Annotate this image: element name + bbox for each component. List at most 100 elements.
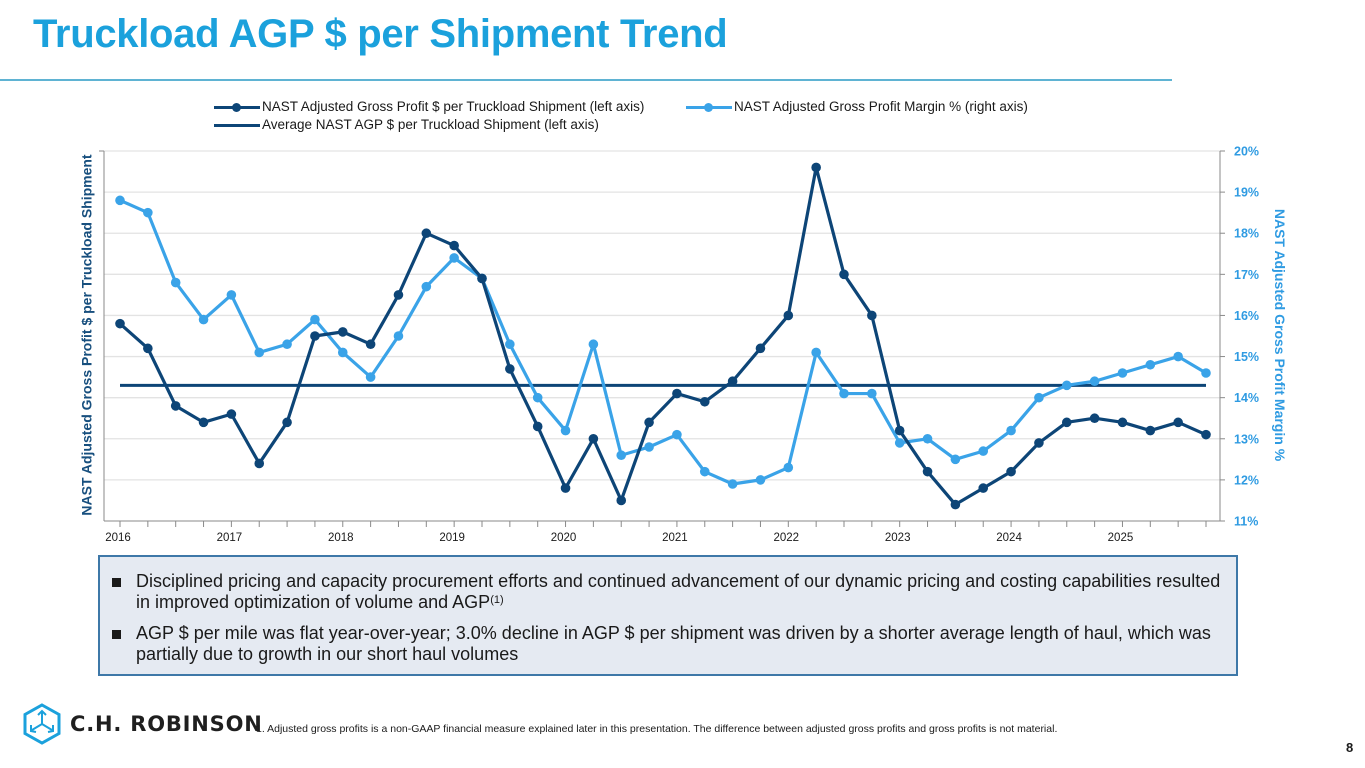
margin-pct-point bbox=[894, 438, 905, 448]
agp-per-shipment-point bbox=[337, 327, 348, 337]
legend-item-average: Average NAST AGP $ per Truckload Shipmen… bbox=[214, 117, 599, 132]
agp-per-shipment-point bbox=[310, 331, 320, 341]
margin-pct-point bbox=[922, 433, 933, 444]
margin-pct-point bbox=[505, 339, 515, 350]
margin-pct-point bbox=[1006, 425, 1016, 436]
commentary-bullet: Disciplined pricing and capacity procure… bbox=[112, 571, 1236, 613]
margin-pct-point bbox=[1201, 368, 1211, 378]
agp-per-shipment-point bbox=[699, 396, 710, 407]
legend-swatch-dark-line-marker bbox=[214, 100, 260, 114]
ch-robinson-cube-icon bbox=[23, 703, 61, 745]
agp-per-shipment-point bbox=[588, 433, 599, 444]
y-axis-right-title: NAST Adjusted Gross Profit Margin % bbox=[1255, 150, 1305, 520]
margin-pct-point bbox=[198, 314, 209, 325]
margin-pct-point bbox=[310, 314, 320, 325]
margin-pct-point bbox=[393, 331, 404, 341]
agp-per-shipment-point bbox=[727, 376, 738, 387]
margin-pct-point bbox=[727, 479, 738, 489]
y-axis-right-tick-label: 17% bbox=[1234, 268, 1259, 282]
x-axis-tick-label: 2024 bbox=[996, 532, 1022, 544]
y-axis-right-tick-label: 11% bbox=[1234, 515, 1258, 529]
margin-pct-point bbox=[1173, 351, 1183, 362]
margin-pct-point bbox=[226, 290, 237, 300]
legend-item-margin-pct: NAST Adjusted Gross Profit Margin % (rig… bbox=[686, 99, 1028, 114]
y-axis-right-tick-label: 20% bbox=[1234, 145, 1259, 159]
agp-per-shipment-point bbox=[783, 310, 794, 321]
margin-pct-point bbox=[421, 281, 432, 292]
x-axis-tick-label: 2023 bbox=[885, 532, 911, 544]
y-axis-right-tick-label: 13% bbox=[1234, 432, 1259, 446]
agp-per-shipment-point bbox=[616, 495, 627, 506]
agp-per-shipment-point bbox=[839, 269, 849, 280]
agp-per-shipment-line bbox=[118, 165, 1207, 507]
agp-per-shipment-point bbox=[1201, 429, 1211, 440]
agp-per-shipment-point bbox=[672, 388, 682, 399]
margin-pct-point bbox=[1034, 392, 1044, 403]
x-axis-tick-label: 2025 bbox=[1108, 532, 1134, 544]
agp-per-shipment-point bbox=[282, 417, 292, 428]
y-axis-right-tick-label: 16% bbox=[1234, 309, 1259, 323]
legend-label: Average NAST AGP $ per Truckload Shipmen… bbox=[262, 117, 599, 132]
agp-per-shipment-point bbox=[811, 162, 821, 173]
agp-per-shipment-point bbox=[867, 310, 877, 321]
margin-pct-line bbox=[119, 198, 1207, 486]
y-axis-right-tick-label: 19% bbox=[1234, 186, 1259, 200]
bullet-text: Disciplined pricing and capacity procure… bbox=[136, 571, 1221, 612]
agp-per-shipment-point bbox=[143, 343, 153, 354]
page-title: Truckload AGP $ per Shipment Trend bbox=[33, 12, 728, 56]
margin-pct-point bbox=[1145, 359, 1156, 370]
margin-pct-point bbox=[950, 454, 961, 465]
agp-per-shipment-point bbox=[894, 425, 905, 436]
commentary-bullet: AGP $ per mile was flat year-over-year; … bbox=[112, 623, 1236, 665]
x-axis-tick-label: 2016 bbox=[105, 532, 131, 544]
agp-per-shipment-point bbox=[254, 458, 265, 469]
agp-per-shipment-point bbox=[978, 483, 989, 493]
x-axis-tick-label: 2018 bbox=[328, 532, 354, 544]
line-chart: 11% 12% 13% 14% 15% 16% 17% 18% 19% 20% 2016 2017 20… bbox=[99, 145, 1259, 544]
agp-per-shipment-point bbox=[1145, 425, 1156, 436]
x-axis-tick-label: 2017 bbox=[217, 532, 243, 544]
agp-per-shipment-point bbox=[755, 343, 766, 354]
x-axis-tick-label: 2019 bbox=[439, 532, 465, 544]
margin-pct-point bbox=[588, 339, 599, 350]
margin-pct-point bbox=[170, 277, 181, 288]
company-logo: C.H. ROBINSON bbox=[22, 703, 263, 745]
agp-per-shipment-point bbox=[922, 466, 933, 477]
page-number: 8 bbox=[1346, 740, 1354, 755]
margin-pct-point bbox=[1061, 380, 1072, 391]
bullet-text: AGP $ per mile was flat year-over-year; … bbox=[136, 623, 1211, 664]
agp-per-shipment-point bbox=[1089, 413, 1100, 424]
margin-pct-point bbox=[1117, 368, 1128, 378]
y-axis-left-title: NAST Adjusted Gross Profit $ per Trucklo… bbox=[57, 150, 117, 520]
margin-pct-point bbox=[143, 207, 153, 218]
legend-label: NAST Adjusted Gross Profit $ per Trucklo… bbox=[262, 99, 645, 114]
legend-swatch-average-line bbox=[214, 118, 260, 132]
margin-pct-point bbox=[560, 425, 571, 436]
agp-per-shipment-point bbox=[950, 499, 961, 510]
agp-per-shipment-point bbox=[115, 318, 125, 329]
agp-per-shipment-point bbox=[1006, 466, 1016, 477]
margin-pct-point bbox=[449, 253, 459, 263]
agp-per-shipment-point bbox=[1173, 417, 1183, 428]
margin-pct-point bbox=[616, 450, 627, 461]
y-axis-right-tick-label: 14% bbox=[1234, 391, 1259, 405]
agp-per-shipment-point bbox=[477, 273, 487, 284]
x-axis-tick-label: 2022 bbox=[774, 532, 800, 544]
x-axis-tick-label: 2021 bbox=[662, 532, 688, 544]
legend-swatch-light-line-marker bbox=[686, 100, 732, 114]
agp-per-shipment-point bbox=[1061, 417, 1072, 428]
y-axis-right-tick-label: 18% bbox=[1234, 227, 1259, 241]
legend-item-agp-per-shipment: NAST Adjusted Gross Profit $ per Trucklo… bbox=[214, 99, 644, 114]
title-divider bbox=[0, 79, 1172, 81]
y-axis-right-tick-label: 15% bbox=[1234, 350, 1259, 364]
legend-label: NAST Adjusted Gross Profit Margin % (rig… bbox=[734, 99, 1028, 114]
margin-pct-point bbox=[365, 372, 376, 382]
y-axis-right-title-text: NAST Adjusted Gross Profit Margin % bbox=[1272, 208, 1288, 462]
margin-pct-point bbox=[811, 347, 821, 358]
agp-per-shipment-point bbox=[1117, 417, 1128, 428]
agp-per-shipment-point bbox=[393, 290, 404, 300]
margin-pct-point bbox=[978, 446, 989, 456]
agp-per-shipment-point bbox=[1034, 438, 1044, 448]
agp-per-shipment-point bbox=[560, 483, 571, 493]
agp-per-shipment-point bbox=[365, 339, 376, 350]
